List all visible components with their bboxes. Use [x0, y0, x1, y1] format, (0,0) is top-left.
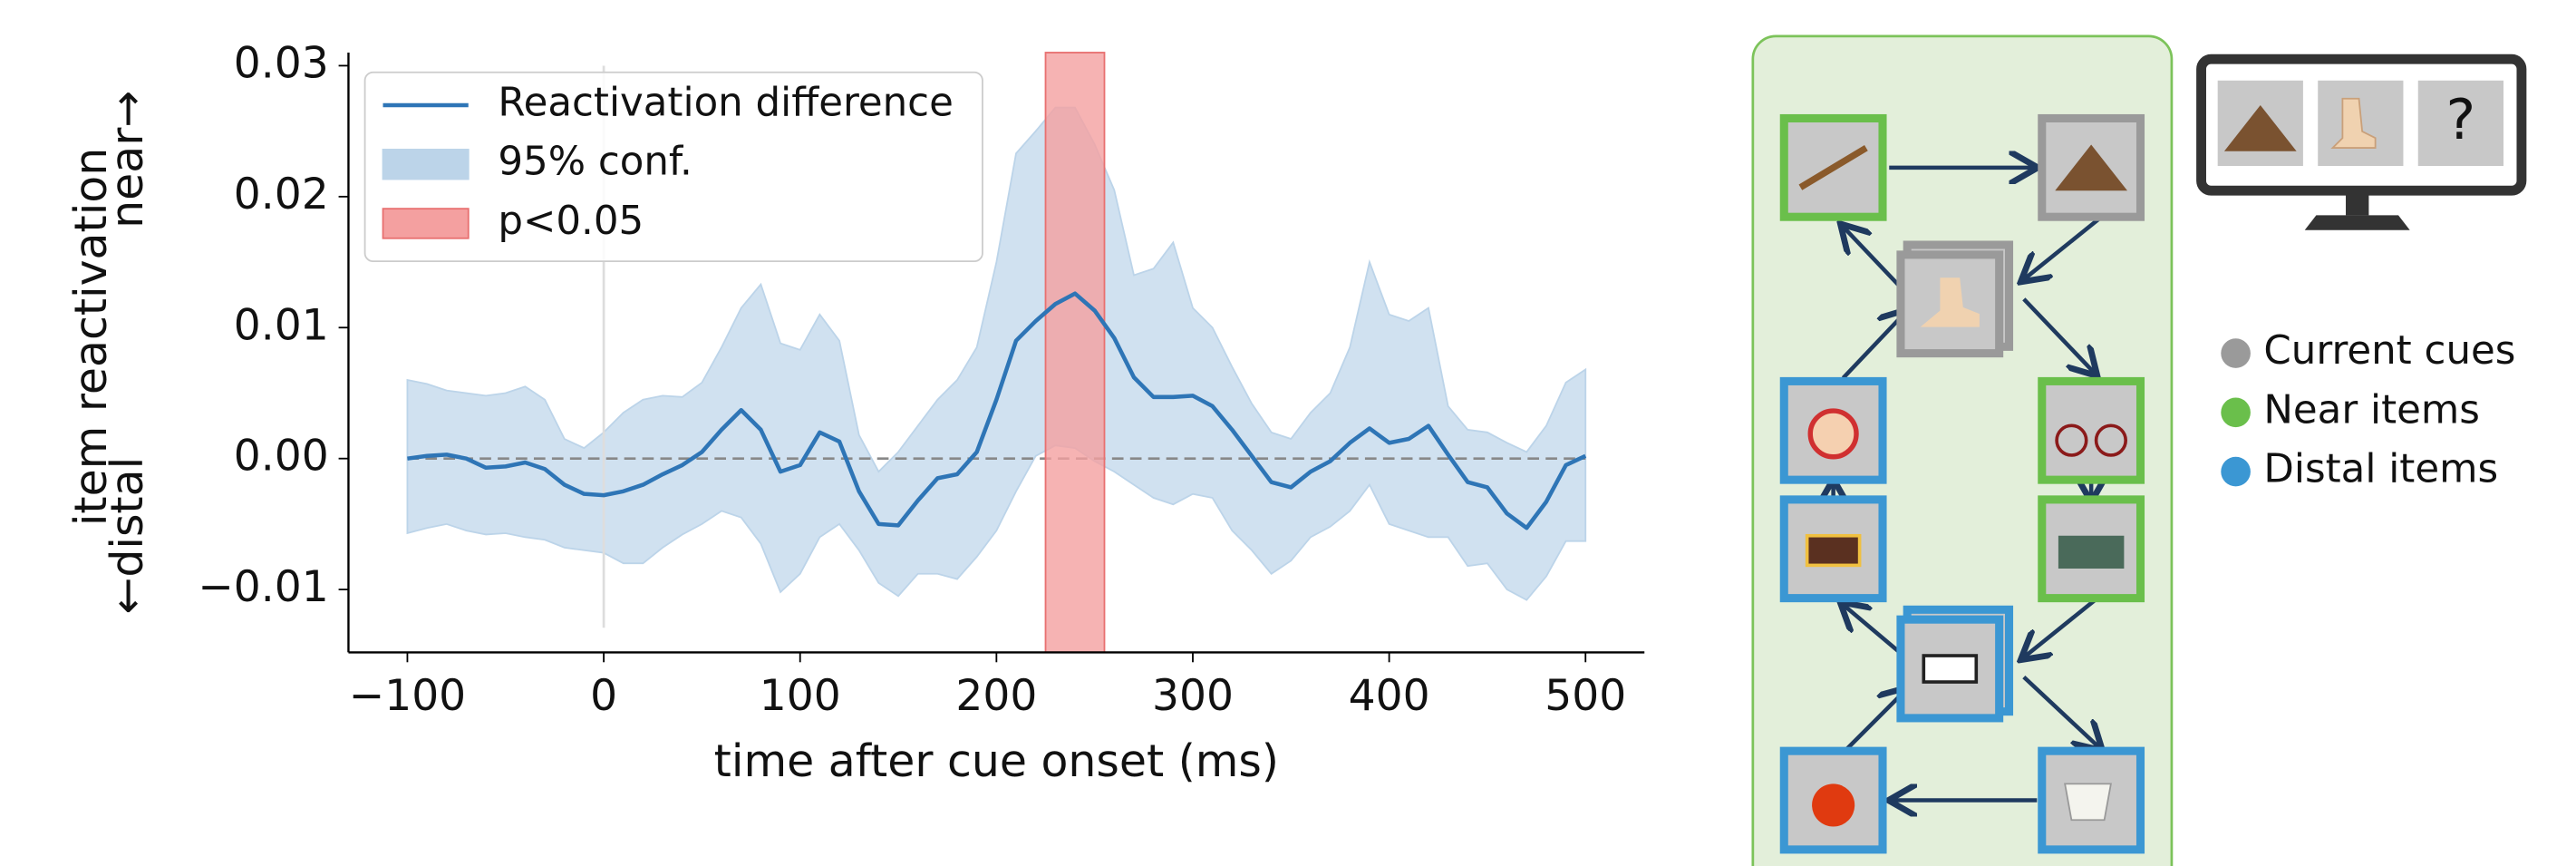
legend-box — [363, 71, 983, 263]
clown-icon — [1807, 408, 1859, 460]
desk-icon — [2058, 535, 2125, 569]
y-axis-label: item reactivation — [65, 148, 117, 526]
zebra-icon — [1922, 654, 1979, 684]
arrows — [1834, 168, 2100, 801]
legend-label: p<0.05 — [498, 199, 644, 244]
nodes — [1779, 113, 2145, 854]
data-line — [407, 291, 1587, 530]
x-tick-label: 100 — [760, 671, 841, 721]
legend-label: 95% conf. — [498, 140, 692, 185]
x-tick-label: 300 — [1152, 671, 1234, 721]
x-tick-label: 200 — [955, 671, 1037, 721]
arrow — [1841, 312, 1906, 380]
significance-span — [1044, 52, 1106, 654]
screen-slot — [2417, 80, 2503, 167]
monitor-neck — [2346, 192, 2369, 216]
monitor-base — [2304, 215, 2410, 230]
arrow — [1844, 227, 1908, 295]
legend-swatch — [382, 148, 470, 180]
legend: Reactivation difference 95% conf. p<0.05 — [363, 71, 983, 263]
arrow — [2022, 297, 2095, 374]
brush-icon — [1798, 144, 1868, 190]
arrow — [2024, 217, 2101, 279]
y-tick-label: 0.00 — [234, 432, 329, 482]
question-mark: ? — [2446, 87, 2476, 152]
monitor: ? — [2196, 54, 2527, 230]
x-tick-label: 500 — [1545, 671, 1626, 721]
legend-dot — [2221, 397, 2251, 428]
x-tick-label: −100 — [349, 671, 466, 721]
apple-icon — [1812, 783, 1855, 827]
arrow — [1844, 605, 1907, 659]
node — [2038, 376, 2145, 484]
mountain-icon — [2055, 144, 2128, 191]
mountain-icon — [2223, 104, 2297, 151]
x-tick-label: 400 — [1349, 671, 1430, 721]
node — [1779, 376, 1887, 484]
foot-icon — [2330, 97, 2377, 149]
bike-icon — [2055, 423, 2128, 457]
y-tick-label: 0.02 — [234, 170, 329, 219]
arrow — [2022, 675, 2099, 748]
legend-label: Near items — [2263, 387, 2480, 433]
legend-dot — [2221, 338, 2251, 368]
legend-label: Distal items — [2263, 447, 2498, 492]
confidence-band — [406, 106, 1587, 601]
diagram-legend: Current cues Near items Distal items — [2221, 328, 2515, 492]
y-tick-label: 0.01 — [234, 300, 329, 350]
y-tick-label: 0.03 — [234, 38, 329, 88]
x-tick-label: 0 — [590, 671, 617, 721]
y-tick-label: −0.01 — [198, 562, 328, 612]
legend-dot — [2221, 456, 2251, 487]
legend-swatch — [382, 208, 470, 239]
cake-icon — [1805, 533, 1862, 568]
plot: −100 0 100 200 300 400 500 −0.01 0.00 0.01 0.02 0.0… — [65, 38, 1645, 787]
legend-label: Current cues — [2263, 328, 2515, 374]
foot-icon — [1920, 277, 1980, 327]
arrow — [1841, 690, 1906, 754]
arrow — [2024, 595, 2101, 657]
x-axis-label: time after cue onset (ms) — [714, 735, 1279, 787]
cup-icon — [2064, 783, 2112, 822]
diagram: ? Current cues Near items Distal items — [1751, 34, 2527, 866]
y-axis-label-bottom: ←distal — [102, 457, 153, 615]
y-axis-label-top: near→ — [102, 91, 153, 229]
legend-label: Reactivation difference — [498, 80, 953, 125]
node — [1779, 495, 1887, 603]
